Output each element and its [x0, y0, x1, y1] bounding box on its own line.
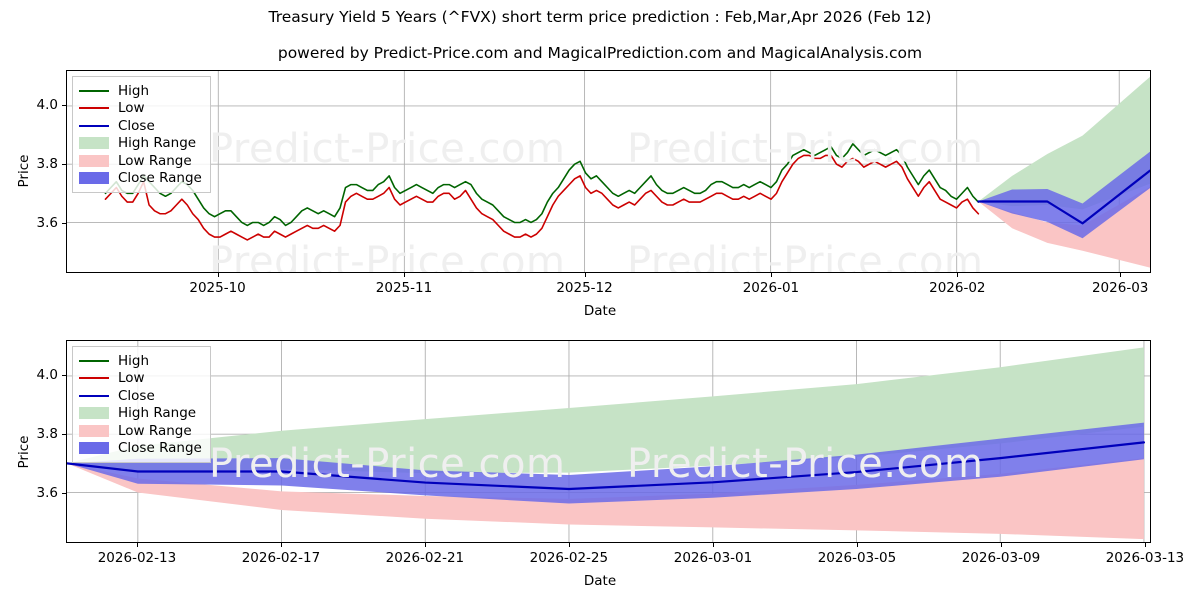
legend-item-label: Close Range	[118, 170, 202, 187]
x-tick-mark	[584, 273, 586, 277]
legend-item-label: Close	[118, 117, 155, 134]
x-tick-label: 2026-03-09	[961, 550, 1041, 566]
legend-item-close-range: Close Range	[79, 170, 202, 188]
legend-item-close: Close	[79, 387, 202, 405]
y-tick-mark	[62, 434, 66, 436]
x-tick-mark	[424, 543, 426, 547]
y-tick-mark	[62, 105, 66, 107]
x-tick-label: 2026-03-05	[817, 550, 897, 566]
legend-swatch-icon	[79, 442, 109, 455]
x-tick-label: 2026-02-17	[241, 550, 321, 566]
detail-x-axis-label: Date	[583, 573, 617, 589]
legend-item-label: Low	[118, 100, 145, 117]
x-tick-label: 2026-02-13	[97, 550, 177, 566]
legend-item-close-range: Close Range	[79, 440, 202, 458]
legend-item-label: High	[118, 82, 150, 99]
legend-item-label: High Range	[118, 135, 197, 152]
y-tick-label: 3.6	[36, 214, 58, 231]
detail-plot-area: Predict-Price.com Predict-Price.com	[66, 340, 1151, 543]
x-tick-mark	[280, 543, 282, 547]
legend-item-low-range: Low Range	[79, 422, 202, 440]
y-tick-mark	[62, 222, 66, 224]
legend-swatch-icon	[79, 407, 109, 420]
x-tick-label: 2026-01	[742, 280, 800, 296]
legend-item-high: High	[79, 352, 202, 370]
y-tick-label: 3.6	[36, 484, 58, 501]
y-tick-label: 3.8	[36, 156, 58, 173]
y-tick-mark	[62, 375, 66, 377]
x-tick-label: 2025-10	[189, 280, 246, 296]
legend-swatch-icon	[79, 137, 109, 150]
y-tick-label: 3.8	[36, 426, 58, 443]
x-tick-mark	[136, 543, 138, 547]
legend-swatch-icon	[79, 154, 109, 167]
detail-close-line	[67, 441, 1146, 491]
x-tick-mark	[957, 273, 959, 277]
x-tick-label: 2026-03-13	[1105, 550, 1185, 566]
legend-item-label: Close	[118, 387, 155, 404]
legend-item-label: Low Range	[118, 152, 192, 169]
x-tick-mark	[856, 543, 858, 547]
detail-high-range-band	[67, 347, 1144, 474]
y-tick-label: 4.0	[36, 367, 58, 384]
x-tick-label: 2026-03-01	[673, 550, 753, 566]
legend-item-label: Low	[118, 370, 145, 387]
legend-item-label: High	[118, 352, 150, 369]
detail-close-range-band	[67, 422, 1144, 504]
overview-close-line	[977, 169, 1150, 225]
x-tick-label: 2025-11	[375, 280, 433, 296]
legend-item-high-range: High Range	[79, 405, 202, 423]
x-tick-mark	[568, 543, 570, 547]
legend-item-high: High	[79, 82, 202, 100]
overview-legend: High Low Close High Range Low Range Close Ran…	[72, 76, 211, 193]
overview-series-canvas	[67, 71, 1150, 272]
legend-swatch-icon	[79, 390, 109, 402]
x-tick-mark	[1144, 543, 1146, 547]
legend-item-label: Close Range	[118, 440, 202, 457]
x-tick-label: 2026-02-21	[385, 550, 465, 566]
legend-item-high-range: High Range	[79, 135, 202, 153]
legend-swatch-icon	[79, 85, 109, 97]
y-tick-label: 4.0	[36, 97, 58, 114]
overview-high-range-band	[978, 76, 1150, 210]
page-title: Treasury Yield 5 Years (^FVX) short term…	[268, 8, 932, 26]
detail-series-canvas	[67, 341, 1150, 542]
x-tick-mark	[1000, 543, 1002, 547]
overview-panel: Price 3.6 3.8 4.0 2025-10 2025-11 2025-12 202…	[16, 70, 1151, 319]
y-tick-mark	[62, 164, 66, 166]
legend-swatch-icon	[79, 102, 109, 114]
x-tick-label: 2025-12	[556, 280, 613, 296]
overview-low-line	[104, 154, 980, 241]
overview-high-line	[104, 143, 980, 227]
x-tick-mark	[1120, 273, 1122, 277]
x-tick-mark	[770, 273, 772, 277]
page-subtitle: powered by Predict-Price.com and Magical…	[277, 44, 923, 62]
legend-item-label: Low Range	[118, 422, 192, 439]
x-tick-label: 2026-03	[1091, 280, 1149, 296]
x-tick-mark	[712, 543, 714, 547]
legend-swatch-icon	[79, 424, 109, 437]
y-tick-mark	[62, 492, 66, 494]
legend-swatch-icon	[79, 120, 109, 132]
x-tick-mark	[217, 273, 219, 277]
x-tick-label: 2026-02	[929, 280, 986, 296]
legend-swatch-icon	[79, 172, 109, 185]
overview-close-range-band	[978, 151, 1150, 239]
detail-legend: High Low Close High Range Low Range Close Ran…	[72, 346, 211, 463]
legend-item-low-range: Low Range	[79, 152, 202, 170]
x-tick-mark	[403, 273, 405, 277]
detail-panel: Price 3.6 3.8 4.0 2026-02-13 2026-02-17 2026…	[0, 320, 1200, 600]
legend-item-close: Close	[79, 117, 202, 135]
x-tick-label: 2026-02-25	[529, 550, 609, 566]
legend-item-label: High Range	[118, 405, 197, 422]
legend-item-low: Low	[79, 100, 202, 118]
overview-x-axis-label: Date	[583, 303, 617, 319]
legend-swatch-icon	[79, 372, 109, 384]
overview-plot-area: Predict-Price.com Predict-Price.com Pred…	[66, 70, 1151, 273]
legend-item-low: Low	[79, 370, 202, 388]
legend-swatch-icon	[79, 355, 109, 367]
